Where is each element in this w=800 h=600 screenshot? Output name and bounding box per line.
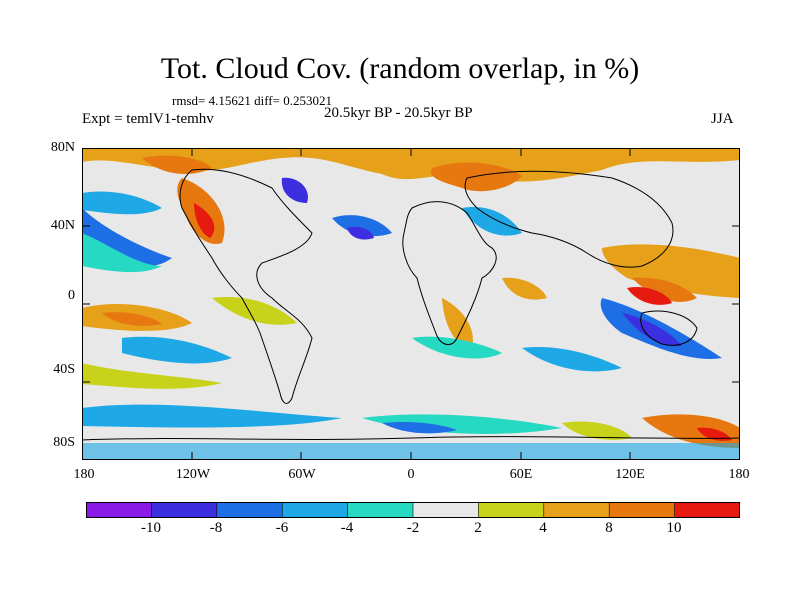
australia-coastline — [640, 310, 698, 346]
lat-label-0: 0 — [68, 288, 75, 303]
anomaly-field — [82, 148, 740, 460]
colorbar-swatch — [674, 502, 740, 518]
colorbar-border — [86, 502, 740, 518]
lon-label-120e: 120E — [615, 467, 645, 482]
colorbar-swatch — [412, 502, 480, 518]
colorbar-label-minus8: -8 — [209, 520, 223, 536]
asia-coastline — [464, 170, 674, 268]
colorbar-label-minus10: -10 — [141, 520, 161, 536]
colorbar-swatch — [608, 502, 676, 518]
stats-line: rmsd= 4.15621 diff= 0.253021 — [172, 93, 332, 108]
antarctica-coastline — [82, 436, 740, 441]
africa-europe-coastline — [402, 201, 497, 345]
map-ticks — [82, 148, 740, 460]
cloud-anomaly-map — [82, 148, 740, 460]
experiment-label: Expt = temlV1-temhv — [82, 111, 214, 127]
colorbar-swatch — [478, 502, 545, 518]
colorbar-label-4: 4 — [539, 520, 547, 536]
colorbar-swatch — [347, 502, 414, 518]
colorbar-swatch — [216, 502, 284, 518]
colorbar-label-8: 8 — [605, 520, 613, 536]
chart-title: Tot. Cloud Cov. (random overlap, in %) — [160, 52, 640, 85]
americas-coastline — [179, 168, 313, 404]
colorbar-label-10: 10 — [666, 520, 682, 536]
colorbar-label-minus4: -4 — [340, 520, 354, 536]
lon-label-120w: 120W — [175, 467, 211, 482]
lat-label-40n: 40N — [50, 218, 75, 233]
lat-label-80s: 80S — [53, 435, 75, 450]
lat-label-40s: 40S — [53, 362, 75, 377]
lon-label-60w: 60W — [288, 467, 316, 482]
lon-label-180w: 180 — [73, 467, 95, 482]
colorbar-label-minus2: -2 — [406, 520, 420, 536]
lon-label-0: 0 — [407, 467, 415, 482]
lon-label-60e: 60E — [509, 467, 533, 482]
colorbar-swatch — [281, 502, 349, 518]
lat-label-80n: 80N — [50, 140, 75, 155]
colorbar — [86, 502, 740, 518]
colorbar-swatch — [151, 502, 218, 518]
colorbar-label-2: 2 — [474, 520, 482, 536]
coastlines — [82, 168, 740, 441]
colorbar-swatch — [86, 502, 153, 518]
colorbar-swatch — [543, 502, 610, 518]
colorbar-label-minus6: -6 — [275, 520, 289, 536]
lon-label-180e: 180 — [728, 467, 750, 482]
season-label: JJA — [711, 111, 734, 127]
period-label: 20.5kyr BP - 20.5kyr BP — [324, 105, 473, 121]
